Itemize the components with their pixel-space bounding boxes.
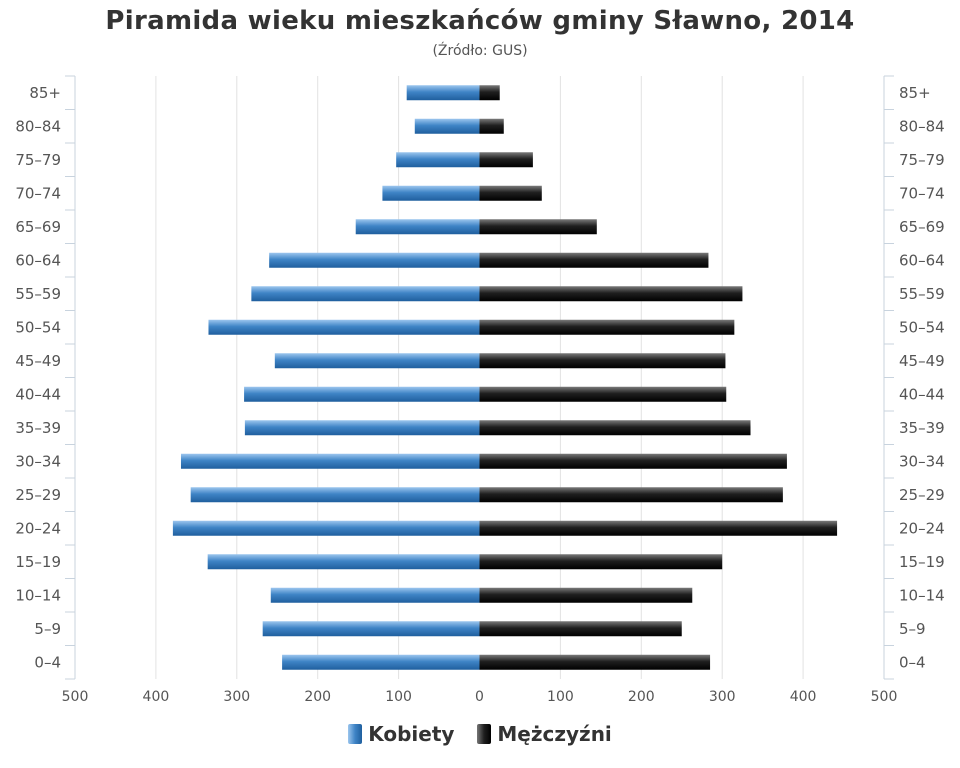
category-label-right: 65–69 xyxy=(899,218,945,236)
category-label-right: 45–49 xyxy=(899,352,945,370)
bar-mezczyzni xyxy=(479,520,838,536)
x-tick-label: 500 xyxy=(871,689,898,705)
bar-mezczyzni xyxy=(479,152,533,168)
category-label-left: 5–9 xyxy=(34,620,61,638)
x-tick-label: 300 xyxy=(223,689,250,705)
category-label-left: 65–69 xyxy=(15,218,61,236)
x-tick-label: 100 xyxy=(385,689,412,705)
bar-mezczyzni xyxy=(479,654,711,670)
category-label-right: 35–39 xyxy=(899,419,945,437)
labels: 0–4 0–4 5–9 5–9 10–14 10–14 15–19 15–19 20–24 20–… xyxy=(15,84,944,705)
category-label-right: 80–84 xyxy=(899,117,945,135)
category-label-left: 55–59 xyxy=(15,285,61,303)
category-label-left: 45–49 xyxy=(15,352,61,370)
bar-mezczyzni xyxy=(479,85,500,101)
legend-swatch-mezczyzni xyxy=(477,724,492,744)
bar-kobiety xyxy=(274,353,480,369)
category-label-right: 40–44 xyxy=(899,385,945,403)
x-tick-label: 100 xyxy=(547,689,574,705)
bar-kobiety xyxy=(262,621,480,637)
bar-mezczyzni xyxy=(479,420,751,436)
category-label-left: 25–29 xyxy=(15,486,61,504)
bar-kobiety xyxy=(396,152,480,168)
bar-kobiety xyxy=(244,386,480,402)
category-label-right: 10–14 xyxy=(899,586,945,604)
bar-mezczyzni xyxy=(479,587,693,603)
bar-mezczyzni xyxy=(479,219,597,235)
bars xyxy=(172,85,838,670)
bar-mezczyzni xyxy=(479,621,682,637)
category-label-left: 20–24 xyxy=(15,519,61,537)
category-label-left: 85+ xyxy=(29,84,61,102)
legend: Kobiety Mężczyźni xyxy=(0,722,960,749)
bar-kobiety xyxy=(180,453,480,469)
x-tick-label: 400 xyxy=(790,689,817,705)
category-label-left: 10–14 xyxy=(15,586,61,604)
x-tick-label: 0 xyxy=(475,689,484,705)
category-label-right: 60–64 xyxy=(899,251,945,269)
category-label-right: 75–79 xyxy=(899,151,945,169)
bar-mezczyzni xyxy=(479,118,504,134)
bar-kobiety xyxy=(355,219,480,235)
category-label-left: 0–4 xyxy=(34,653,61,671)
category-label-left: 40–44 xyxy=(15,385,61,403)
category-label-right: 5–9 xyxy=(899,620,926,638)
legend-item-mezczyzni[interactable]: Mężczyźni xyxy=(477,722,612,746)
bar-mezczyzni xyxy=(479,185,542,201)
x-tick-label: 500 xyxy=(62,689,89,705)
legend-label-mezczyzni: Mężczyźni xyxy=(497,722,612,746)
x-tick-label: 200 xyxy=(628,689,655,705)
bar-mezczyzni xyxy=(479,554,723,570)
x-tick-label: 200 xyxy=(304,689,331,705)
chart-title: Piramida wieku mieszkańców gminy Sławno,… xyxy=(105,6,855,36)
category-label-right: 15–19 xyxy=(899,553,945,571)
category-label-right: 85+ xyxy=(899,84,931,102)
bar-mezczyzni xyxy=(479,286,743,302)
axes xyxy=(65,75,894,680)
bar-kobiety xyxy=(190,487,480,503)
bar-mezczyzni xyxy=(479,453,787,469)
category-label-left: 30–34 xyxy=(15,452,61,470)
pyramid-chart: 0–4 0–4 5–9 5–9 10–14 10–14 15–19 15–19 20–24 20–… xyxy=(15,75,945,705)
category-label-right: 50–54 xyxy=(899,318,945,336)
bar-mezczyzni xyxy=(479,319,735,335)
category-label-right: 25–29 xyxy=(899,486,945,504)
category-label-right: 55–59 xyxy=(899,285,945,303)
bar-mezczyzni xyxy=(479,487,783,503)
bar-kobiety xyxy=(406,85,480,101)
bar-kobiety xyxy=(244,420,480,436)
category-label-left: 15–19 xyxy=(15,553,61,571)
category-label-right: 30–34 xyxy=(899,452,945,470)
chart-subtitle: (Źródło: GUS) xyxy=(432,43,528,59)
category-label-left: 80–84 xyxy=(15,117,61,135)
category-label-left: 35–39 xyxy=(15,419,61,437)
x-tick-label: 300 xyxy=(709,689,736,705)
category-label-left: 60–64 xyxy=(15,251,61,269)
legend-label-kobiety: Kobiety xyxy=(368,722,455,746)
bar-kobiety xyxy=(207,554,480,570)
bar-kobiety xyxy=(208,319,480,335)
category-label-right: 70–74 xyxy=(899,184,945,202)
bar-mezczyzni xyxy=(479,353,726,369)
bar-kobiety xyxy=(251,286,480,302)
bar-mezczyzni xyxy=(479,252,709,268)
category-label-left: 50–54 xyxy=(15,318,61,336)
legend-swatch-kobiety xyxy=(348,724,363,744)
category-label-right: 20–24 xyxy=(899,519,945,537)
bar-kobiety xyxy=(382,185,480,201)
bar-kobiety xyxy=(414,118,480,134)
bar-kobiety xyxy=(282,654,480,670)
bar-kobiety xyxy=(172,520,480,536)
category-label-right: 0–4 xyxy=(899,653,926,671)
category-label-left: 75–79 xyxy=(15,151,61,169)
legend-item-kobiety[interactable]: Kobiety xyxy=(348,722,454,746)
x-tick-label: 400 xyxy=(143,689,170,705)
bar-kobiety xyxy=(269,252,480,268)
bar-mezczyzni xyxy=(479,386,727,402)
category-label-left: 70–74 xyxy=(15,184,61,202)
bar-kobiety xyxy=(270,587,480,603)
